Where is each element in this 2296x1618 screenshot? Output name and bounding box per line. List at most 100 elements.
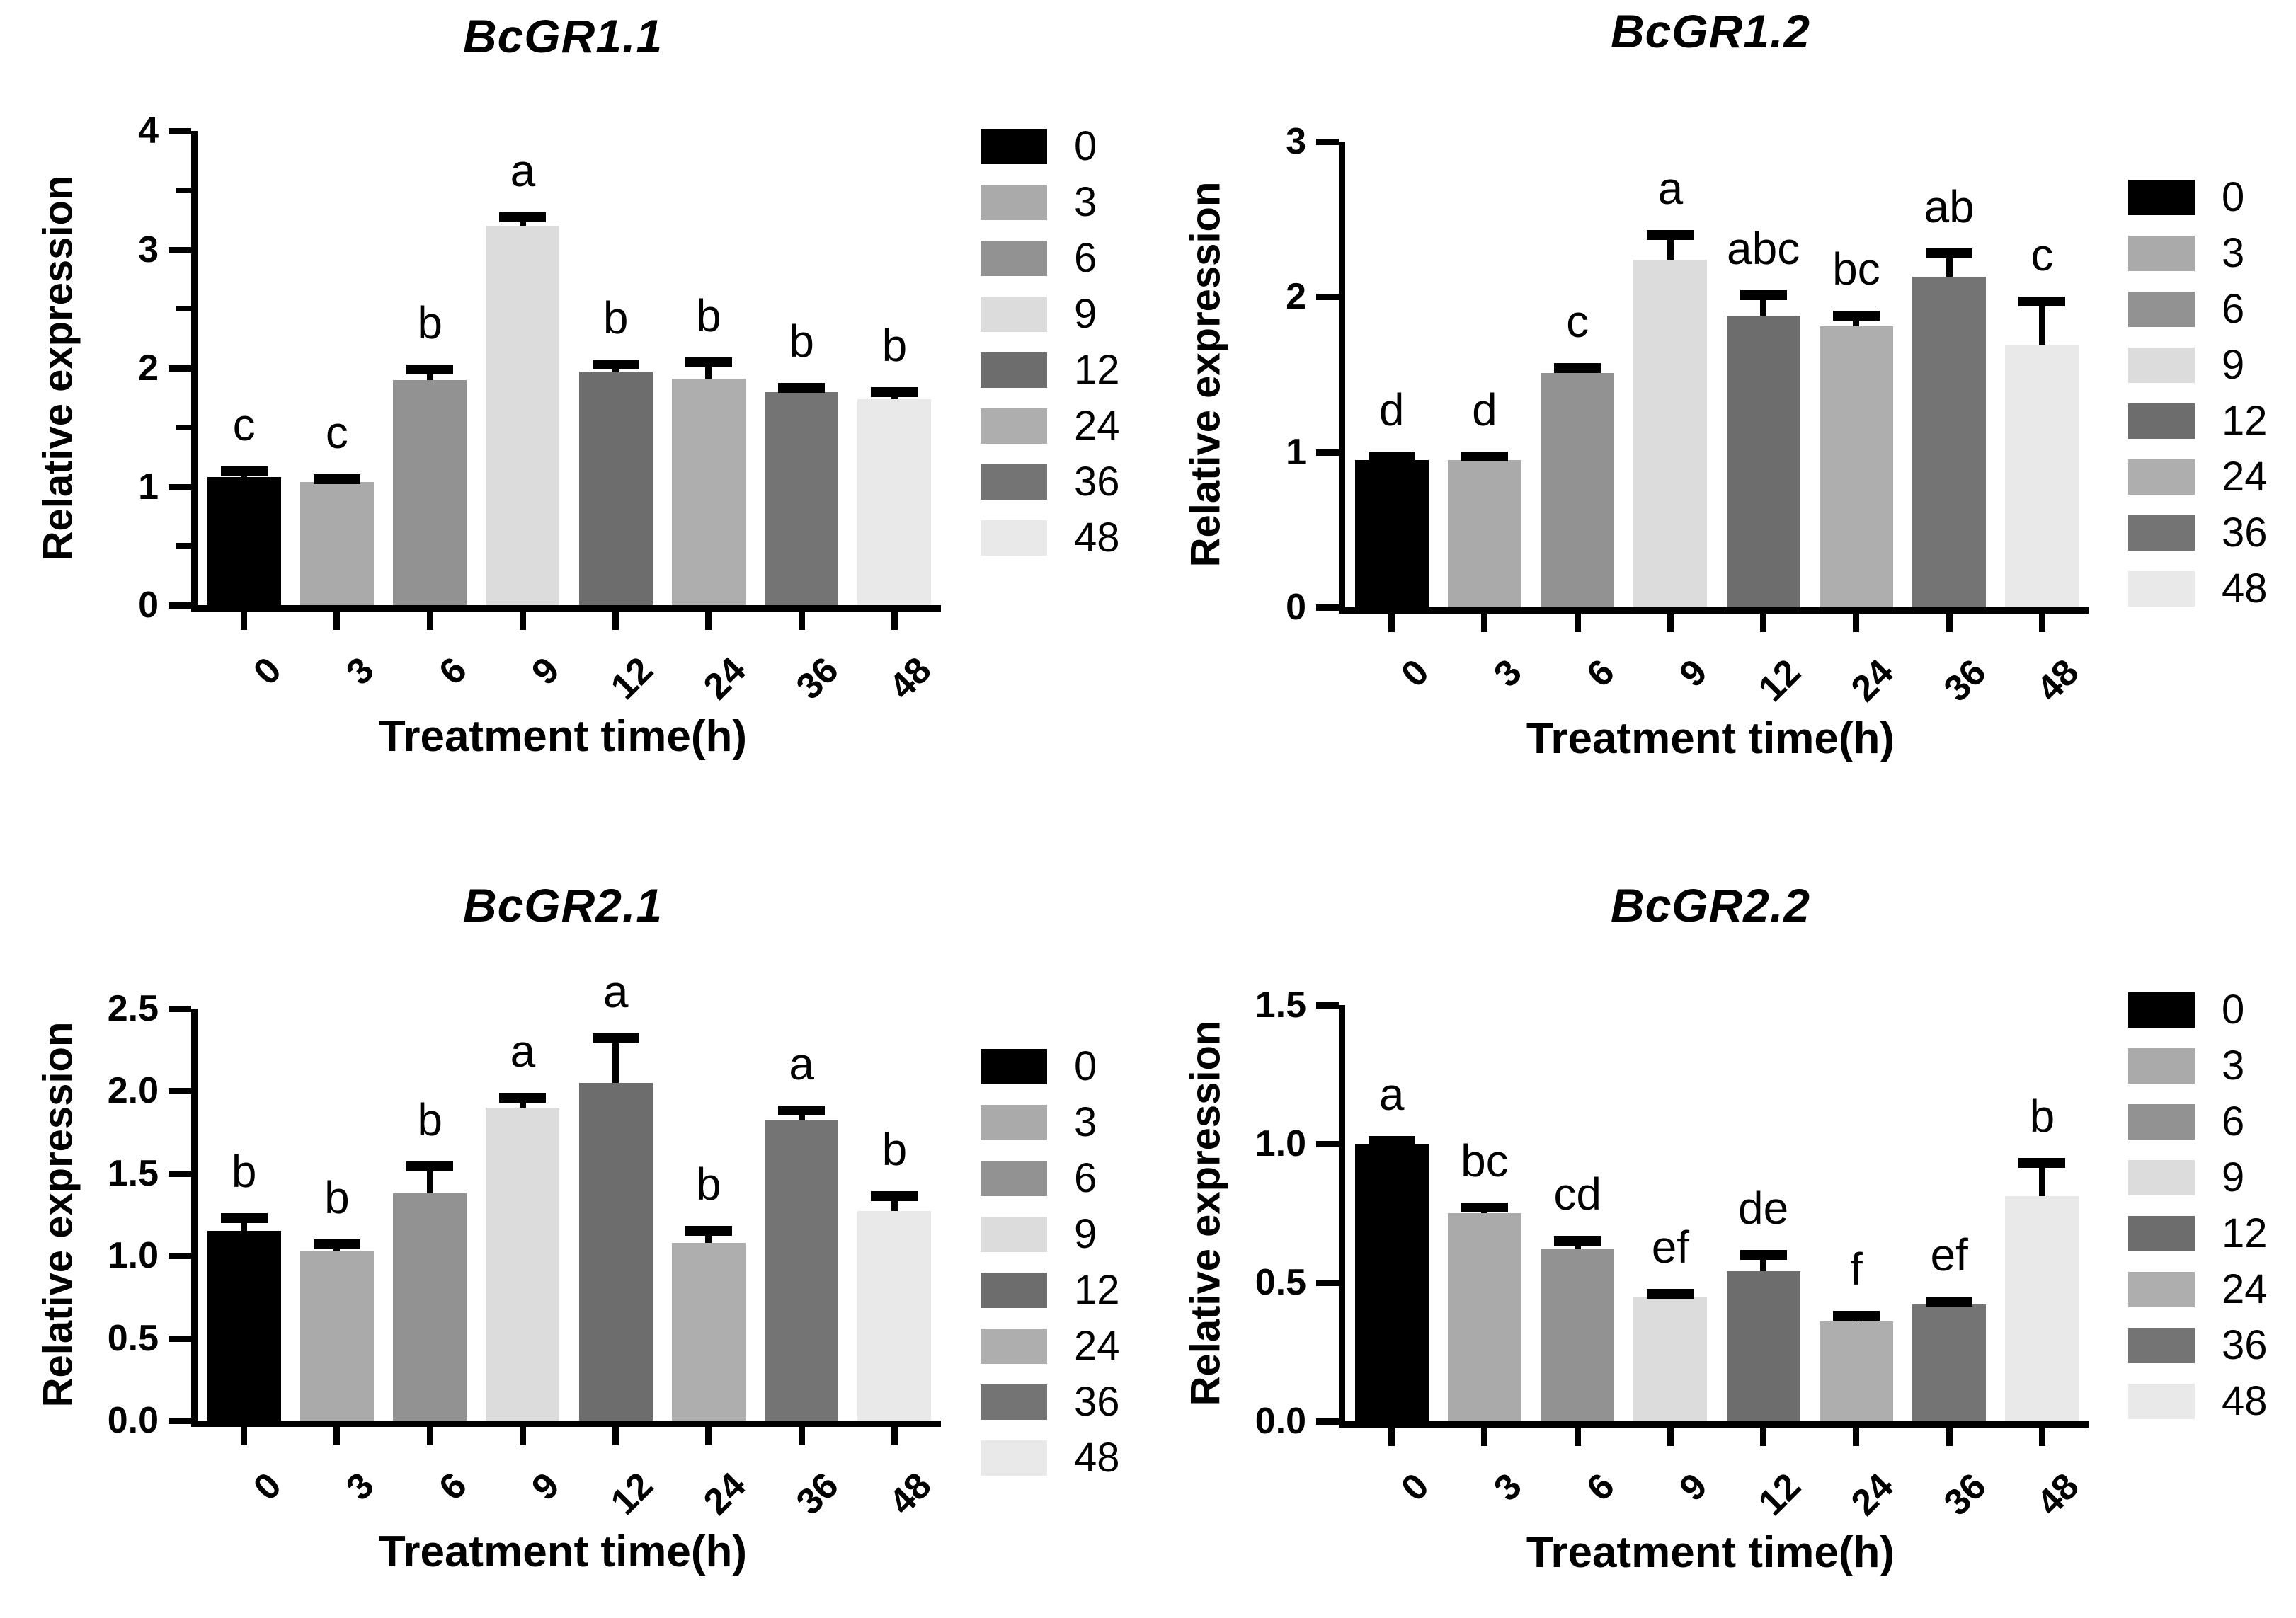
x-axis-tick <box>1388 614 1395 632</box>
legend-swatch-0h <box>2128 992 2195 1028</box>
legend-item-9h: 9 <box>2128 1157 2244 1198</box>
x-axis-tick <box>1574 1428 1581 1446</box>
error-bar-cap <box>499 1092 547 1103</box>
sig-letter: de <box>1738 1182 1789 1234</box>
sig-letter: b <box>881 319 908 371</box>
error-bar-cap <box>1368 1136 1415 1147</box>
legend-swatch-6h <box>981 1161 1047 1196</box>
y-axis-major-tick <box>1316 1141 1339 1147</box>
y-axis-tick-label: 2 <box>138 348 159 389</box>
legend-swatch-36h <box>2128 1328 2195 1363</box>
legend-label: 0 <box>1074 123 1097 169</box>
error-bar-cap <box>1647 229 1694 240</box>
legend-label: 3 <box>2222 230 2245 276</box>
bar-36h <box>765 391 839 605</box>
sig-letter: b <box>417 297 442 348</box>
bar-3h <box>1447 459 1521 607</box>
error-bar-cap <box>1740 1249 1787 1260</box>
bar-36h <box>1912 1304 1987 1421</box>
legend-label: 9 <box>1074 291 1097 337</box>
y-axis-major-tick <box>1316 1418 1339 1425</box>
x-axis-tick-label: 0 <box>245 1464 290 1509</box>
legend-swatch-48h <box>981 520 1047 556</box>
x-axis-label: Treatment time(h) <box>378 1527 748 1576</box>
x-axis-tick-label: 24 <box>695 1464 754 1523</box>
legend-item-6h: 6 <box>2128 1101 2244 1142</box>
y-axis-minor-tick <box>176 543 191 549</box>
legend-swatch-9h <box>2128 1160 2195 1195</box>
legend-swatch-24h <box>981 408 1047 444</box>
x-axis-tick <box>519 1427 526 1445</box>
error-bar-stem <box>705 362 712 379</box>
error-bar-stem <box>426 369 433 380</box>
y-axis-major-tick <box>169 1006 191 1012</box>
error-bar-cap <box>685 1226 732 1237</box>
x-axis-tick <box>705 1427 712 1445</box>
error-bar-cap <box>1740 290 1787 301</box>
bar-48h <box>857 398 932 605</box>
y-axis-major-tick <box>169 1170 191 1177</box>
error-bar-cap <box>778 383 826 394</box>
x-axis-tick-label: 48 <box>2029 1465 2088 1524</box>
bar-48h <box>857 1211 932 1421</box>
y-axis-label: Relative expression <box>1182 1020 1229 1406</box>
error-bar-cap <box>1926 1297 1973 1307</box>
y-axis-tick-label: 0.5 <box>1255 1262 1306 1303</box>
x-axis-tick-label: 12 <box>1750 1465 1809 1524</box>
bar-0h <box>207 477 281 605</box>
bar-36h <box>765 1120 839 1421</box>
y-axis-tick-label: 2.5 <box>107 988 159 1029</box>
x-axis-tick <box>241 612 248 630</box>
sig-letter: a <box>510 1025 536 1077</box>
x-axis-tick-label: 48 <box>881 649 940 708</box>
y-axis-tick-label: 0.5 <box>107 1317 159 1359</box>
legend-swatch-0h <box>981 1049 1047 1084</box>
bar-0h <box>1354 1144 1429 1421</box>
legend-label: 6 <box>2222 1098 2245 1144</box>
bar-3h <box>299 1251 374 1421</box>
y-axis-tick-label: 3 <box>1286 121 1306 162</box>
bar-3h <box>1447 1213 1521 1421</box>
x-axis-tick-label: 3 <box>338 1464 382 1509</box>
error-bar-stem <box>1946 253 1953 277</box>
error-bar-cap <box>871 386 918 397</box>
legend-swatch-6h <box>2128 292 2195 327</box>
x-axis-label: Treatment time(h) <box>1526 714 1895 763</box>
legend-swatch-48h <box>2128 571 2195 607</box>
legend-swatch-0h <box>981 129 1047 164</box>
legend-swatch-36h <box>2128 515 2195 551</box>
legend-item-12h: 12 <box>981 1270 1120 1311</box>
error-bar-stem <box>1667 234 1674 260</box>
error-bar-cap <box>1461 1203 1508 1213</box>
legend-swatch-48h <box>981 1440 1047 1476</box>
legend-swatch-24h <box>2128 1272 2195 1307</box>
legend-item-48h: 48 <box>981 1438 1120 1479</box>
x-axis-tick <box>612 612 619 630</box>
error-bar-cap <box>685 357 732 367</box>
bar-24h <box>671 379 746 605</box>
legend-item-24h: 24 <box>981 406 1120 447</box>
legend-item-3h: 3 <box>981 1102 1097 1143</box>
sig-letter: c <box>2031 229 2054 280</box>
error-bar-stem <box>426 1166 433 1193</box>
x-axis-tick-label: 36 <box>788 1464 847 1523</box>
y-axis-tick-label: 1 <box>1286 431 1306 473</box>
sig-letter: a <box>789 1038 814 1090</box>
legend-item-9h: 9 <box>2128 345 2244 386</box>
x-axis-tick-label: 3 <box>338 649 382 694</box>
legend-item-0h: 0 <box>2128 177 2244 218</box>
plot-area: 0.0 0.5 1.0 1.5 2.0 2.5 b 0 b 3 b 6 a 9 a 12 b 24 a 36 b 48 <box>108 969 941 1523</box>
sig-letter: b <box>602 292 629 343</box>
legend-label: 6 <box>1074 1155 1097 1201</box>
bar-24h <box>1819 1321 1893 1421</box>
error-bar-stem <box>1853 315 1860 326</box>
sig-letter: ab <box>1924 180 1975 232</box>
legend-item-9h: 9 <box>981 294 1097 335</box>
x-axis-tick-label: 24 <box>1843 651 1902 710</box>
sig-letter: abc <box>1727 223 1800 275</box>
x-axis-tick-label: 12 <box>602 649 661 708</box>
y-axis-minor-tick <box>176 424 191 430</box>
legend-swatch-6h <box>2128 1104 2195 1140</box>
